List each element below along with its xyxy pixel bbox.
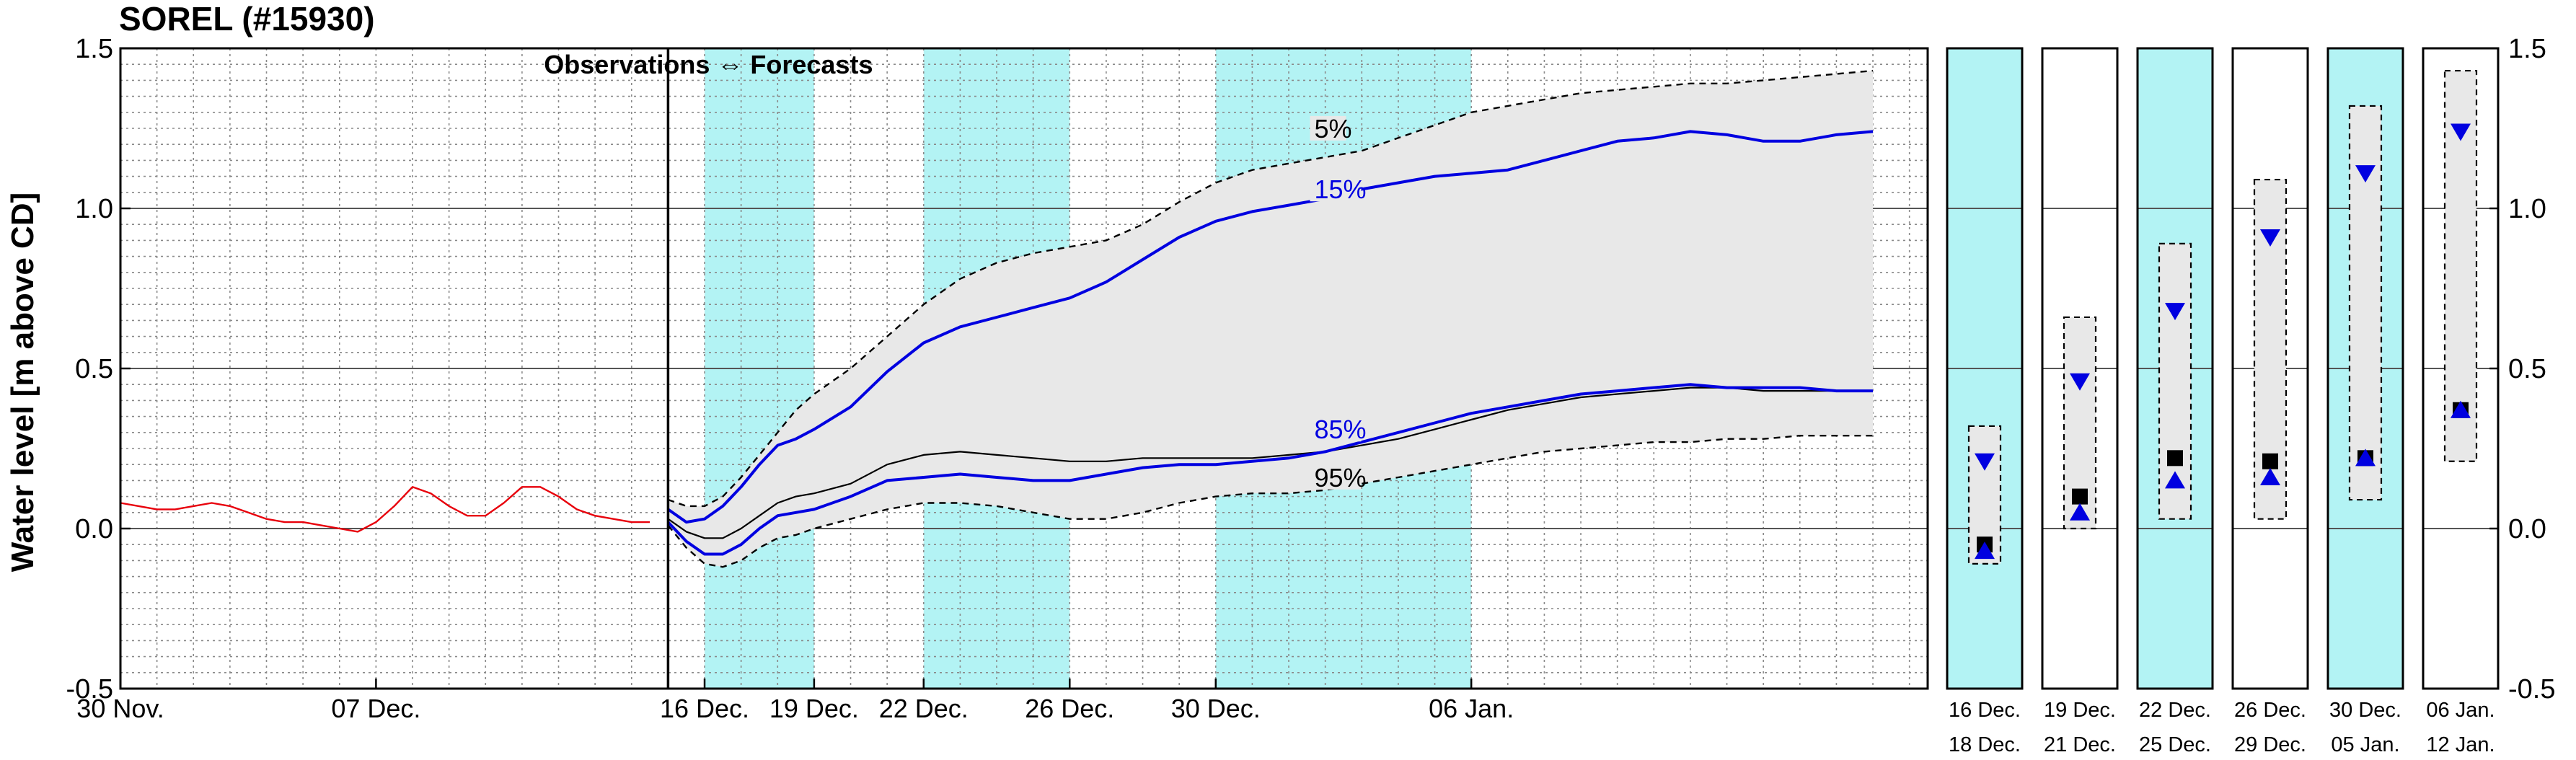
panel-frame [2041,47,2119,690]
panel-square-marker [2262,453,2278,469]
right-y-tick-label: 0.0 [2508,514,2546,544]
panel-period-start-label: 22 Dec. [2139,699,2211,722]
right-y-tick-label: 0.5 [2508,354,2546,384]
panel-down-triangle [2165,303,2185,321]
panel-period-start-label: 06 Jan. [2426,699,2495,722]
main-time-series-plot: 5% 15% 85% 95% Observations ⇔ Forecasts -0.5 0… [66,34,1929,723]
series-line-5pct [668,69,1874,508]
series-line-95pct [667,435,1874,568]
panel-square-marker [2167,450,2183,467]
panel-up-triangle [1975,542,1995,560]
percentile-label-bg [1310,464,1362,490]
x-tick-label: 30 Dec. [1171,694,1261,723]
percentile-label: 95% [1314,463,1366,492]
right-y-axis: -0.5 0.0 0.5 1.0 1.5 [2489,34,2555,704]
panel-up-triangle [2165,471,2185,489]
panel-up-triangle [2260,467,2280,485]
panel-period-end-label: 05 Jan. [2331,733,2399,756]
panel-period-start-label: 26 Dec. [2234,699,2306,722]
panel-up-triangle [2355,449,2376,467]
panel-down-triangle [1975,453,1995,471]
panel-period-end-label: 18 Dec. [1949,733,2021,756]
percentile-label: 85% [1314,415,1366,444]
x-tick-label: 19 Dec. [769,694,859,723]
panel-period-start-label: 16 Dec. [1949,699,2021,722]
panel-down-triangle [2355,165,2376,183]
right-y-tick-label: -0.5 [2508,674,2555,704]
percentile-label-bg [1310,177,1362,202]
series-line-observed [120,486,650,533]
x-tick-label: 26 Dec. [1025,694,1114,723]
percentile-label-bg [1310,115,1346,141]
panel-period-start-label: 30 Dec. [2329,699,2401,722]
percentile-label: 15% [1314,174,1366,204]
period-summary-panels: 16 Dec. 18 Dec. 19 Dec. 21 Dec. 22 Dec. 25 De… [1946,47,2500,756]
panel-down-triangle [2260,229,2280,247]
panel-down-triangle [2451,123,2471,141]
panel-up-triangle [2451,400,2471,418]
x-tick-label: 06 Jan. [1429,694,1514,723]
period-panel-2: 22 Dec. 25 Dec. [2136,47,2214,756]
x-tick-label: 16 Dec. [660,694,749,723]
x-tick-label: 07 Dec. [331,694,420,723]
panel-frame [2326,47,2404,690]
panel-period-end-label: 21 Dec. [2044,733,2116,756]
x-tick-label: 22 Dec. [879,694,969,723]
chart-title: SOREL (#15930) [119,0,375,37]
period-panel-0: 16 Dec. 18 Dec. [1946,47,2024,756]
right-y-tick-label: 1.0 [2508,194,2546,224]
panel-square-marker [2072,488,2088,505]
panel-down-triangle [2070,373,2090,391]
series-line-85pct [666,383,1874,556]
panel-frame [2136,47,2214,690]
panel-frame [2231,47,2309,690]
panel-period-start-label: 19 Dec. [2044,699,2116,722]
percentile-label: 5% [1314,114,1351,143]
panel-range-box [2348,105,2383,501]
y-tick-label: 0.0 [75,514,113,544]
y-tick-label: 1.5 [75,34,113,64]
panel-frame [1946,47,2024,690]
right-y-tick-label: 1.5 [2508,34,2546,64]
period-panel-1: 19 Dec. 21 Dec. [2041,47,2119,756]
panel-period-end-label: 25 Dec. [2139,733,2211,756]
y-tick-label: -0.5 [66,674,113,704]
panel-up-triangle [2070,503,2090,521]
period-panel-4: 30 Dec. 05 Jan. [2326,47,2404,756]
panel-period-end-label: 12 Jan. [2426,733,2495,756]
y-axis-label: Water level [m above CD] [5,193,40,573]
percentile-label-bg [1310,417,1362,442]
series-line-15pct [667,130,1874,524]
uncertainty-envelope [668,71,1874,567]
period-panel-3: 26 Dec. 29 Dec. [2231,47,2309,756]
y-tick-label: 1.0 [75,194,113,224]
period-panel-5: 06 Jan. 12 Jan. [2422,47,2500,756]
series-line-median [667,386,1874,539]
x-tick-label: 30 Nov. [76,694,164,723]
obs-forecast-annotation: Observations ⇔ Forecasts [544,50,873,79]
y-tick-label: 0.5 [75,354,113,384]
panel-period-end-label: 29 Dec. [2234,733,2306,756]
